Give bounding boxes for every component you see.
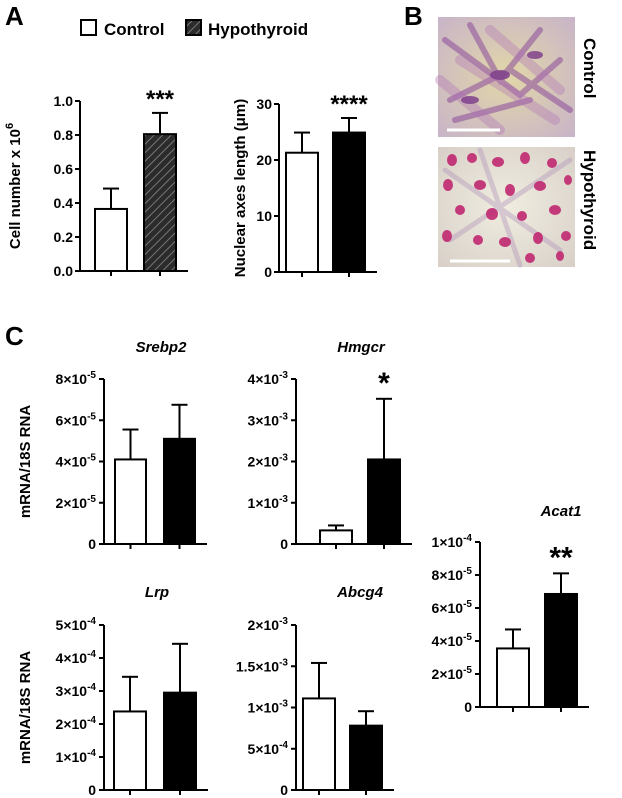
y-tick-label: 0 — [88, 782, 96, 798]
chart-hmgcr: 0 1×10-3 2×10-3 3×10-3 4×10-3 * Hmgcr — [248, 339, 412, 552]
micrograph-control — [435, 17, 575, 137]
y-tick-label: 1.0 — [54, 93, 74, 109]
bar-control — [319, 529, 353, 546]
panel-letter-a: A — [5, 1, 24, 31]
y-tick-label: 2×10-4 — [56, 715, 97, 732]
y-tick-label: 6×10-5 — [432, 599, 473, 616]
y-tick-label: 3×10-4 — [56, 682, 97, 699]
y-tick-label: 5×10-4 — [56, 616, 97, 633]
legend-label-hypothyroid: Hypothyroid — [208, 20, 308, 39]
significance-marker: *** — [146, 86, 175, 113]
chart-title: Lrp — [145, 584, 169, 601]
chart-title: Hmgcr — [337, 339, 386, 356]
y-tick-label: 3×10-3 — [248, 411, 289, 428]
chart-title: Srebp2 — [136, 339, 188, 356]
y-tick-label: 1.5×10-3 — [236, 657, 289, 674]
panel-letter-c: C — [5, 321, 24, 351]
y-tick-label: 0.6 — [54, 161, 74, 177]
y-tick-label: 0.4 — [54, 195, 74, 211]
significance-marker: **** — [330, 91, 368, 118]
y-tick-label: 0 — [280, 536, 288, 552]
y-tick-label: 1×10-4 — [432, 533, 473, 550]
y-tick-label: 1×10-3 — [248, 494, 289, 511]
y-tick-label: 4×10-4 — [56, 649, 97, 666]
micrograph-label-control: Control — [580, 38, 599, 98]
y-tick-label: 4×10-5 — [56, 453, 97, 470]
micrograph-label-hypothyroid: Hypothyroid — [580, 150, 599, 250]
significance-marker: * — [378, 367, 390, 400]
y-axis-label: Cell number x 106 — [4, 123, 24, 249]
y-tick-label: 30 — [256, 96, 272, 112]
y-tick-label: 2×10-3 — [248, 616, 289, 633]
y-tick-label: 4×10-5 — [432, 632, 473, 649]
y-tick-label: 2×10-3 — [248, 453, 289, 470]
bar-hypothyroid — [332, 131, 366, 273]
y-axis-label: mRNA/18S RNA — [17, 405, 34, 519]
y-tick-label: 0.2 — [54, 229, 74, 245]
y-axis-label: mRNA/18S RNA — [17, 651, 34, 765]
bar-control — [94, 207, 128, 272]
legend: Control Hypothyroid — [80, 19, 308, 39]
bar-hypothyroid — [544, 592, 578, 708]
bar-control — [302, 697, 336, 791]
y-tick-label: 4×10-3 — [248, 370, 289, 387]
bar-hypothyroid — [367, 458, 401, 545]
bar-control — [114, 458, 147, 545]
y-axis-label: Nuclear axes length (μm) — [232, 99, 249, 277]
y-tick-label: 0 — [264, 264, 272, 280]
chart-lrp: 0 1×10-4 2×10-4 3×10-4 4×10-4 5×10-4 Lrp mRNA/1… — [17, 584, 208, 798]
y-tick-label: 10 — [256, 208, 272, 224]
y-tick-label: 8×10-5 — [56, 370, 97, 387]
micrograph-hypothyroid — [438, 147, 575, 268]
y-tick-label: 0 — [280, 782, 288, 798]
bar-control — [113, 710, 147, 792]
y-tick-label: 2×10-5 — [432, 665, 473, 682]
y-tick-label: 1×10-3 — [248, 699, 289, 716]
chart-srebp2: 0 2×10-5 4×10-5 6×10-5 8×10-5 Srebp2 mRNA/18S … — [17, 339, 207, 552]
y-tick-label: 2×10-5 — [56, 494, 97, 511]
bar-hypothyroid — [143, 133, 177, 272]
chart-title: Acat1 — [540, 503, 582, 520]
bar-hypothyroid — [349, 724, 383, 792]
y-tick-label: 0 — [88, 536, 96, 552]
chart-acat1: 0 2×10-5 4×10-5 6×10-5 8×10-5 1×10-4 ** Acat1 — [432, 503, 589, 715]
bar-control — [285, 151, 319, 273]
panel-letter-b: B — [404, 1, 423, 31]
y-tick-label: 0.8 — [54, 127, 74, 143]
y-tick-label: 20 — [256, 152, 272, 168]
bar-control — [496, 647, 530, 708]
legend-swatch-control — [80, 19, 97, 36]
significance-marker: ** — [549, 541, 573, 574]
chart-cell-number: 0.0 0.2 0.4 0.6 0.8 1.0 *** Cell number x 106 — [4, 86, 188, 279]
y-tick-label: 6×10-5 — [56, 411, 97, 428]
y-tick-label: 1×10-4 — [56, 748, 97, 765]
y-tick-label: 8×10-5 — [432, 566, 473, 583]
y-tick-label: 0.0 — [54, 263, 74, 279]
y-tick-label: 0 — [464, 699, 472, 715]
bar-hypothyroid — [163, 437, 196, 545]
chart-abcg4: 0 5×10-4 1×10-3 1.5×10-3 2×10-3 Abcg4 — [236, 584, 394, 798]
chart-title: Abcg4 — [336, 584, 384, 601]
chart-nuclear-axes: 0 10 20 30 **** Nuclear axes length (μm) — [232, 91, 377, 280]
legend-label-control: Control — [104, 20, 164, 39]
legend-swatch-hypothyroid — [185, 19, 202, 36]
bar-hypothyroid — [163, 691, 197, 792]
y-tick-label: 5×10-4 — [248, 740, 289, 757]
